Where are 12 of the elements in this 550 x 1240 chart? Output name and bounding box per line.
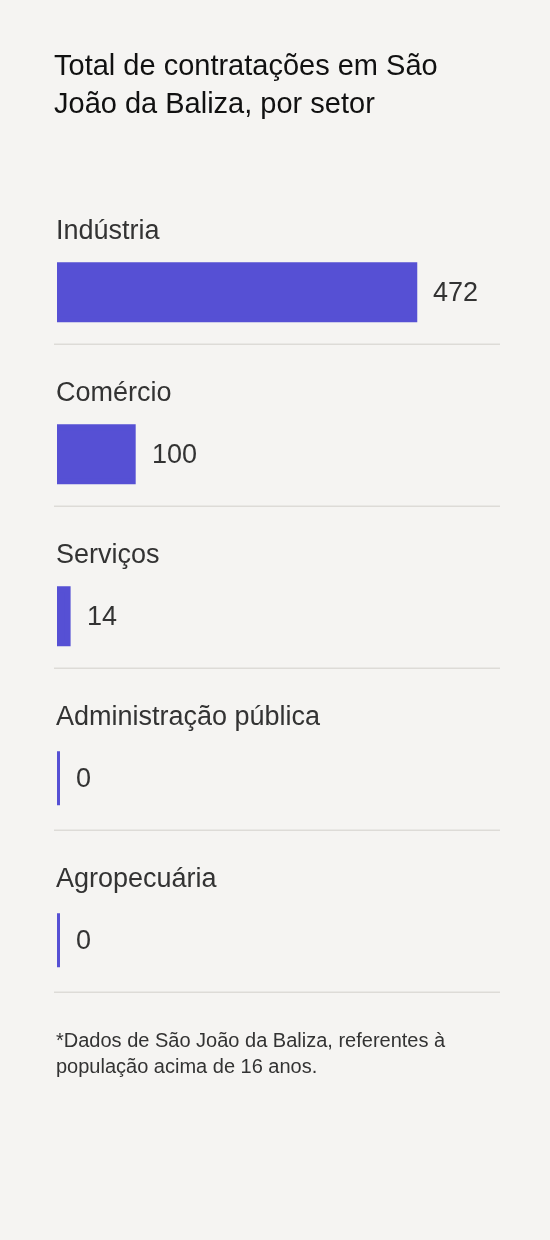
y-tick-label: Serviços	[56, 539, 160, 569]
data-label: 14	[87, 601, 118, 631]
y-tick-label: Comércio	[56, 377, 172, 407]
data-label: 0	[76, 763, 92, 793]
data-label: 472	[433, 277, 479, 307]
y-tick-label: Administração pública	[56, 701, 322, 731]
y-tick-label: Indústria	[56, 215, 161, 245]
text: *Dados de São João da Baliza, referentes à população acima de 16 anos.	[56, 1029, 447, 1077]
data-label: 100	[152, 439, 198, 469]
data-label: 0	[76, 925, 92, 955]
chart-title: Total de contratações em São João da Baliza, por setor	[54, 49, 438, 119]
y-tick-label: Agropecuária	[56, 863, 218, 893]
